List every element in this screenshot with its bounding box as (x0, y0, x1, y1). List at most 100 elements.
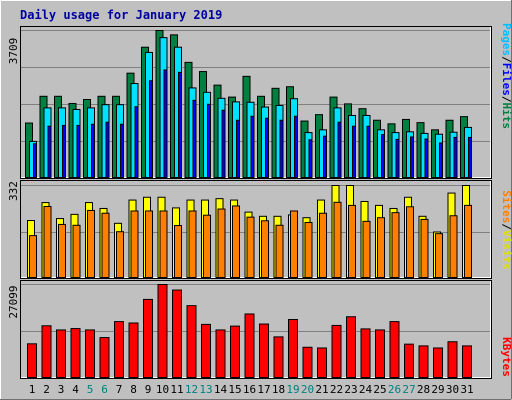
bar-sites-day-27 (406, 206, 414, 278)
bar-sites-day-8 (130, 210, 139, 278)
bar-sites-day-9 (145, 210, 153, 278)
bar-pages-day-5 (91, 123, 95, 178)
x-tick-label-day-4: 4 (72, 383, 79, 396)
bar-pages-day-19 (294, 115, 298, 179)
bar-kbytes-day-14 (215, 329, 226, 378)
bar-pages-day-16 (250, 115, 255, 179)
bar-kbytes-day-8 (128, 322, 139, 378)
bar-kbytes-day-19 (288, 319, 298, 379)
x-tick-label-day-5: 5 (87, 383, 94, 396)
bar-kbytes-day-29 (433, 347, 443, 378)
x-tick-label-day-18: 18 (272, 383, 285, 396)
bar-pages-day-3 (62, 124, 66, 178)
bar-sites-day-2 (43, 206, 52, 278)
legend-kbytes: KBytes (500, 337, 512, 377)
bar-sites-day-12 (188, 210, 197, 278)
bar-sites-day-4 (72, 224, 81, 279)
bar-sites-day-30 (449, 215, 458, 278)
bar-kbytes-day-31 (462, 345, 472, 378)
bar-kbytes-day-12 (186, 305, 197, 378)
bar-kbytes-day-21 (317, 347, 327, 378)
bar-kbytes-day-18 (273, 336, 284, 378)
svg-text:Sites/Visits: Sites/Visits (500, 190, 512, 270)
x-tick-label-day-28: 28 (417, 383, 430, 396)
bar-kbytes-day-13 (201, 323, 211, 378)
bar-pages-day-28 (424, 138, 429, 179)
kbytes-panel (20, 280, 492, 379)
x-tick-label-day-9: 9 (145, 383, 152, 396)
bar-sites-day-23 (348, 204, 356, 278)
bar-pages-day-15 (236, 119, 240, 178)
bar-pages-day-23 (352, 125, 356, 178)
bar-sites-day-17 (261, 220, 269, 278)
panel-1-ymax-label: 3709 (7, 38, 20, 65)
bar-sites-day-31 (464, 204, 472, 278)
bar-pages-day-26 (395, 138, 400, 179)
x-axis-labels: 1 2 3 4 5 6 7 8 9 10 11 12 13 14 15 16 17 18 19 20 21 22 23 24 2… (29, 383, 474, 396)
x-tick-label-day-8: 8 (130, 383, 137, 396)
bar-pages-day-9 (149, 80, 153, 178)
bar-sites-day-1 (29, 235, 37, 279)
x-tick-label-day-12: 12 (185, 383, 198, 396)
bar-pages-day-13 (207, 103, 211, 178)
panel-3-ymax-label: 27099 (7, 285, 20, 318)
bar-kbytes-day-6 (99, 337, 110, 379)
legend-hits: Hits (500, 103, 512, 130)
bar-kbytes-day-24 (360, 328, 371, 379)
bar-kbytes-day-20 (302, 346, 313, 378)
chart-title: Daily usage for January 2019 (20, 8, 222, 22)
bar-sites-day-20 (304, 221, 313, 279)
bar-kbytes-day-16 (244, 313, 255, 379)
bar-sites-day-5 (87, 209, 95, 278)
bar-pages-day-4 (76, 124, 81, 178)
bar-kbytes-day-23 (346, 316, 356, 378)
bar-sites-day-26 (391, 212, 400, 279)
bar-pages-day-31 (468, 136, 472, 179)
bar-kbytes-day-27 (404, 343, 414, 378)
bar-pages-day-20 (308, 139, 313, 178)
bar-pages-day-29 (439, 142, 443, 179)
panel-3-axis-legend: KBytes (500, 337, 512, 377)
bar-sites-day-22 (333, 201, 342, 279)
bar-pages-day-14 (221, 109, 226, 178)
bar-pages-day-18 (279, 119, 284, 178)
bar-pages-day-12 (192, 99, 197, 178)
legend-sep-3: / (500, 223, 512, 230)
bar-kbytes-day-25 (375, 329, 385, 378)
bar-sites-day-16 (246, 216, 255, 278)
bar-sites-day-6 (101, 212, 110, 279)
bar-sites-day-13 (203, 214, 211, 278)
bar-pages-day-7 (120, 123, 124, 178)
bar-kbytes-day-15 (230, 325, 240, 378)
bar-sites-day-11 (174, 225, 182, 279)
bar-sites-day-3 (58, 223, 66, 279)
bar-sites-day-10 (159, 210, 168, 278)
x-tick-label-day-20: 20 (301, 383, 314, 396)
bar-sites-day-25 (377, 217, 385, 278)
bar-sites-day-14 (217, 208, 226, 278)
x-tick-label-day-16: 16 (243, 383, 256, 396)
x-tick-label-day-13: 13 (199, 383, 212, 396)
bar-pages-day-8 (134, 106, 139, 178)
bar-pages-day-2 (47, 125, 52, 178)
bar-kbytes-day-17 (259, 323, 269, 379)
bar-pages-day-30 (453, 136, 458, 179)
bar-pages-day-27 (410, 136, 414, 179)
x-tick-label-day-23: 23 (344, 383, 357, 396)
bar-kbytes-day-9 (143, 298, 153, 378)
panel-1-axis-legend: Pages/Files/Hits (500, 23, 512, 129)
x-tick-label-day-3: 3 (58, 383, 65, 396)
x-tick-label-day-31: 31 (460, 383, 473, 396)
bar-kbytes-day-3 (56, 329, 66, 378)
x-tick-label-day-30: 30 (446, 383, 459, 396)
x-tick-label-day-19: 19 (286, 383, 299, 396)
panel-2-ymax-label: 332 (7, 181, 20, 201)
bar-kbytes-day-2 (41, 325, 52, 379)
panel-2-axis-legend: Sites/Visits (500, 190, 512, 270)
bar-kbytes-day-7 (114, 321, 124, 379)
bar-pages-day-24 (366, 125, 371, 178)
bar-sites-day-18 (275, 224, 284, 279)
bar-kbytes-day-4 (70, 328, 81, 378)
x-tick-label-day-22: 22 (330, 383, 343, 396)
bar-kbytes-day-30 (447, 341, 458, 378)
